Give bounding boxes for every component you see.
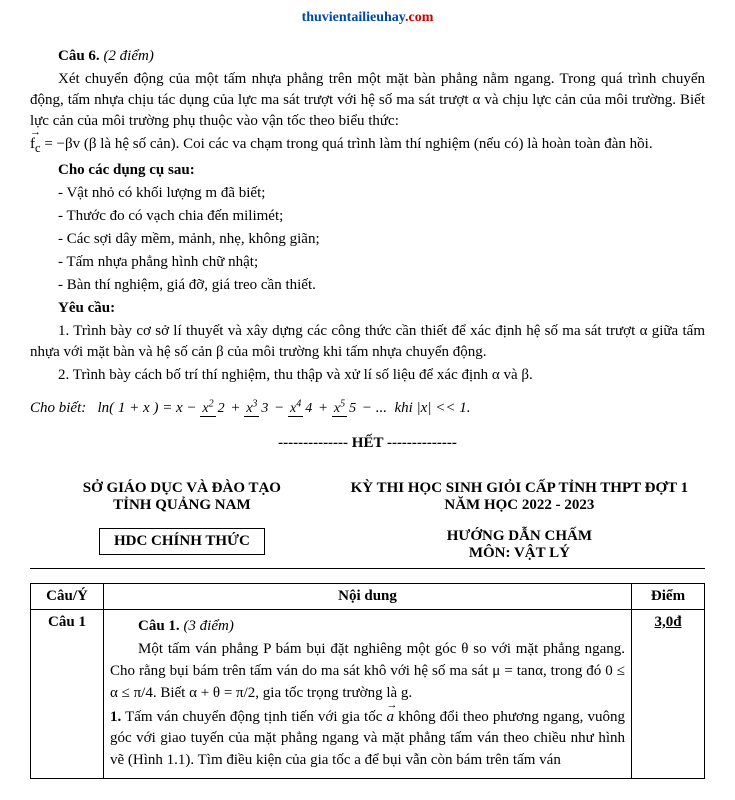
answer-table: Câu/Ý Nội dung Điểm Câu 1 Câu 1. (3 điểm… [30, 583, 705, 779]
divider [30, 568, 705, 569]
tool-2: - Thước đo có vạch chia đến milimét; [58, 206, 705, 227]
req-2: 2. Trình bày cách bố trí thí nghiệm, thu… [30, 365, 705, 386]
hdc-box: HDC CHÍNH THỨC [99, 528, 265, 555]
yeu-cau: Yêu cầu: [58, 298, 705, 319]
tool-1: - Vật nhỏ có khối lượng m đã biết; [58, 183, 705, 204]
col-noidung: Nội dung [104, 583, 632, 609]
cell-diem: 3,0đ [632, 609, 705, 778]
exam-2: NĂM HỌC 2022 - 2023 [334, 497, 705, 514]
tool-4: - Tấm nhựa phẳng hình chữ nhật; [58, 252, 705, 273]
cell-content: Câu 1. (3 điểm) Một tấm ván phẳng P bám … [104, 609, 632, 778]
guide-1: HƯỚNG DẪN CHẤM [334, 528, 705, 545]
site-header: thuvientailieuhay.com [30, 10, 705, 26]
end-marker: -------------- HẾT -------------- [30, 435, 705, 452]
site-suffix: .com [405, 10, 433, 25]
cau6-formula: fc = −βv (β là hệ số cản). Coi các va ch… [30, 134, 705, 158]
org-2: TỈNH QUẢNG NAM [30, 497, 334, 514]
tools-header: Cho các dụng cụ sau: [58, 160, 705, 181]
exam-1: KỲ THI HỌC SINH GIỎI CẤP TỈNH THPT ĐỢT 1 [334, 480, 705, 497]
doc2-subheader: HDC CHÍNH THỨC HƯỚNG DẪN CHẤM MÔN: VẬT L… [30, 528, 705, 562]
doc2-header: SỞ GIÁO DỤC VÀ ĐÀO TẠO TỈNH QUẢNG NAM KỲ… [30, 480, 705, 514]
req-1: 1. Trình bày cơ sở lí thuyết và xây dựng… [30, 321, 705, 363]
guide-2: MÔN: VẬT LÝ [334, 545, 705, 562]
table-row: Câu 1 Câu 1. (3 điểm) Một tấm ván phẳng … [31, 609, 705, 778]
table-header-row: Câu/Ý Nội dung Điểm [31, 583, 705, 609]
col-cau: Câu/Ý [31, 583, 104, 609]
tool-3: - Các sợi dây mềm, mảnh, nhẹ, không giãn… [58, 229, 705, 250]
cell-cau: Câu 1 [31, 609, 104, 778]
cau6-title: Câu 6. (2 điểm) [30, 46, 705, 67]
site-name: thuvientailieuhay [302, 10, 405, 25]
tool-5: - Bàn thí nghiệm, giá đỡ, giá treo cần t… [58, 275, 705, 296]
col-diem: Điểm [632, 583, 705, 609]
org-1: SỞ GIÁO DỤC VÀ ĐÀO TẠO [30, 480, 334, 497]
document-page: thuvientailieuhay.com Câu 6. (2 điểm) Xé… [0, 0, 735, 789]
hint: Cho biết: ln( 1 + x ) = x − x22 + x33 − … [30, 400, 705, 417]
cau6-p1: Xét chuyển động của một tấm nhựa phẳng t… [30, 69, 705, 132]
